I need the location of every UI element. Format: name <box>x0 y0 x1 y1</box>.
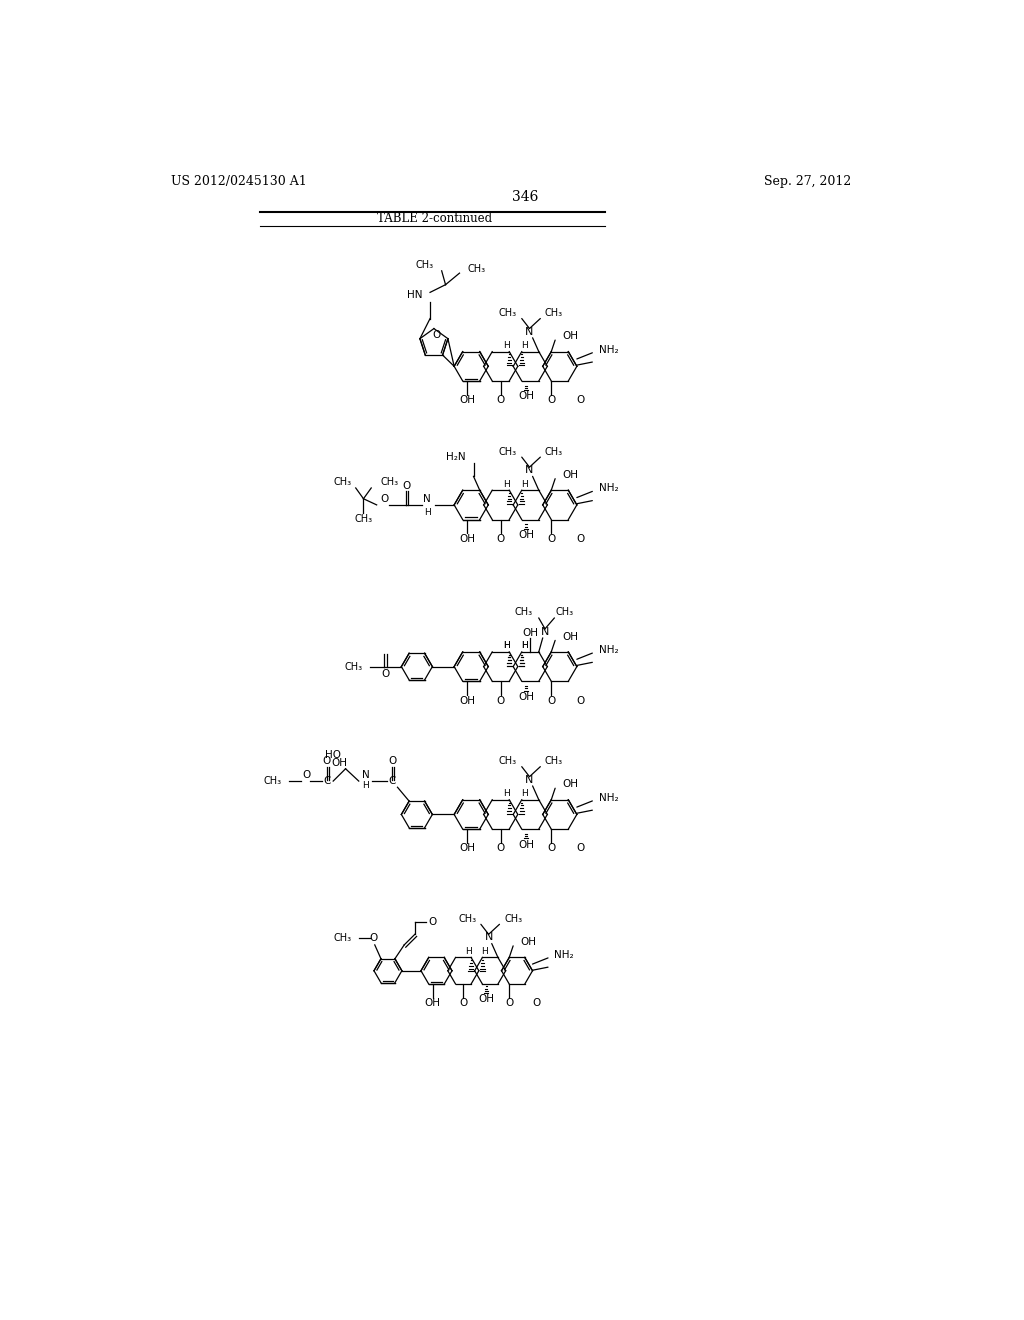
Text: OH: OH <box>562 631 579 642</box>
Text: OH: OH <box>425 998 440 1008</box>
Text: HN: HN <box>407 290 422 301</box>
Text: CH₃: CH₃ <box>354 513 373 524</box>
Text: O: O <box>497 843 505 853</box>
Text: NH₂: NH₂ <box>599 345 618 355</box>
Text: O: O <box>428 917 436 927</box>
Text: O: O <box>577 533 585 544</box>
Text: NH₂: NH₂ <box>599 483 618 494</box>
Text: O: O <box>323 756 331 766</box>
Text: OH: OH <box>518 529 534 540</box>
Text: Sep. 27, 2012: Sep. 27, 2012 <box>764 176 851 187</box>
Text: O: O <box>380 494 388 504</box>
Text: O: O <box>547 843 555 853</box>
Text: OH: OH <box>459 533 475 544</box>
Text: TABLE 2-continued: TABLE 2-continued <box>377 213 492 224</box>
Text: O: O <box>547 533 555 544</box>
Text: OH: OH <box>562 779 579 789</box>
Text: H: H <box>520 789 527 799</box>
Text: N: N <box>525 465 534 475</box>
Text: H: H <box>520 341 527 350</box>
Text: NH₂: NH₂ <box>599 793 618 803</box>
Text: OH: OH <box>332 758 347 768</box>
Text: H: H <box>520 479 527 488</box>
Text: NH₂: NH₂ <box>554 950 573 960</box>
Text: O: O <box>381 668 389 678</box>
Text: N: N <box>361 770 370 780</box>
Text: O: O <box>577 843 585 853</box>
Text: O: O <box>505 998 513 1008</box>
Text: O: O <box>577 696 585 705</box>
Text: HO: HO <box>325 750 341 760</box>
Text: N: N <box>525 775 534 785</box>
Text: CH₃: CH₃ <box>334 933 351 942</box>
Text: CH₃: CH₃ <box>514 607 532 616</box>
Text: H: H <box>424 508 430 517</box>
Text: O: O <box>432 330 440 339</box>
Text: OH: OH <box>522 628 539 638</box>
Text: N: N <box>484 932 493 942</box>
Text: OH: OH <box>518 840 534 850</box>
Text: O: O <box>547 696 555 705</box>
Text: H₂N: H₂N <box>446 453 466 462</box>
Text: H: H <box>481 946 488 956</box>
Text: H: H <box>504 789 510 799</box>
Text: O: O <box>302 770 310 780</box>
Text: O: O <box>532 998 541 1008</box>
Text: CH₃: CH₃ <box>499 756 517 767</box>
Text: O: O <box>497 696 505 705</box>
Text: O: O <box>497 395 505 405</box>
Text: OH: OH <box>478 994 495 1005</box>
Text: C: C <box>324 776 331 787</box>
Text: CH₃: CH₃ <box>499 308 517 318</box>
Text: CH₃: CH₃ <box>504 913 522 924</box>
Text: CH₃: CH₃ <box>467 264 485 275</box>
Text: H: H <box>504 642 510 651</box>
Text: 346: 346 <box>512 190 538 203</box>
Text: OH: OH <box>562 331 579 342</box>
Text: O: O <box>497 533 505 544</box>
Text: O: O <box>388 756 396 766</box>
Text: N: N <box>525 326 534 337</box>
Text: OH: OH <box>459 843 475 853</box>
Text: CH₃: CH₃ <box>545 446 563 457</box>
Text: O: O <box>369 933 377 942</box>
Text: O: O <box>577 395 585 405</box>
Text: OH: OH <box>459 696 475 705</box>
Text: CH₃: CH₃ <box>381 477 398 487</box>
Text: H: H <box>520 642 527 651</box>
Text: O: O <box>547 395 555 405</box>
Text: N: N <box>541 627 549 638</box>
Text: OH: OH <box>459 395 475 405</box>
Text: O: O <box>459 998 467 1008</box>
Text: O: O <box>402 480 411 491</box>
Text: CH₃: CH₃ <box>545 756 563 767</box>
Text: H: H <box>504 642 510 651</box>
Text: NH₂: NH₂ <box>599 645 618 655</box>
Text: H: H <box>504 479 510 488</box>
Text: H: H <box>465 946 472 956</box>
Text: US 2012/0245130 A1: US 2012/0245130 A1 <box>171 176 306 187</box>
Text: C: C <box>388 776 395 787</box>
Text: CH₃: CH₃ <box>545 308 563 318</box>
Text: CH₃: CH₃ <box>458 913 476 924</box>
Text: N: N <box>423 494 431 504</box>
Text: OH: OH <box>520 937 537 946</box>
Text: OH: OH <box>562 470 579 480</box>
Text: OH: OH <box>518 692 534 702</box>
Text: OH: OH <box>518 391 534 401</box>
Text: H: H <box>504 341 510 350</box>
Text: CH₃: CH₃ <box>556 607 574 616</box>
Text: CH₃: CH₃ <box>416 260 434 269</box>
Text: H: H <box>362 781 369 791</box>
Text: CH₃: CH₃ <box>499 446 517 457</box>
Text: CH₃: CH₃ <box>263 776 282 787</box>
Text: H: H <box>520 642 527 651</box>
Text: CH₃: CH₃ <box>334 477 352 487</box>
Text: CH₃: CH₃ <box>344 661 362 672</box>
